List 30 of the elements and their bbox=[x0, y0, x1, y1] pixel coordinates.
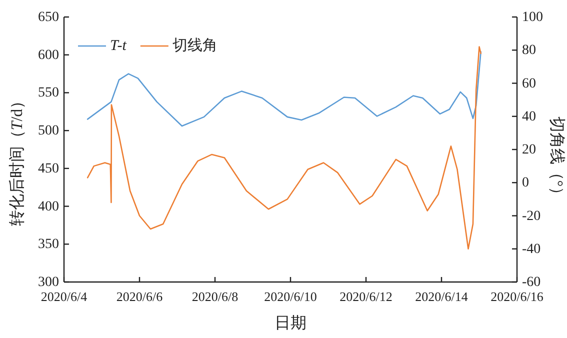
x-tick-label: 2020/6/14 bbox=[415, 288, 468, 304]
y2-tick-label: 20 bbox=[522, 142, 536, 157]
x-tick-label: 2020/6/10 bbox=[264, 288, 317, 304]
y-tick-label: 400 bbox=[38, 198, 59, 214]
y-tick-label: 450 bbox=[38, 160, 59, 176]
y-tick-label: 300 bbox=[38, 274, 59, 290]
y2-tick-label: 40 bbox=[522, 108, 536, 124]
x-tick-label: 2020/6/8 bbox=[192, 288, 238, 304]
legend-label: T-t bbox=[110, 38, 128, 54]
y-tick-label: 550 bbox=[38, 85, 59, 100]
y-tick-label: 350 bbox=[38, 236, 59, 252]
x-tick-label: 2020/6/16 bbox=[490, 288, 544, 304]
y2-tick-label: -20 bbox=[522, 208, 541, 224]
x-tick-label: 2020/6/12 bbox=[340, 288, 392, 304]
line-series bbox=[86, 51, 482, 127]
y-tick-label: 600 bbox=[38, 47, 59, 62]
y2-tick-label: 0 bbox=[522, 175, 529, 190]
y2-tick-label: 80 bbox=[522, 42, 536, 58]
y2-tick-label: -60 bbox=[522, 274, 541, 290]
y-axis-title: 转化后时间（T/d） bbox=[8, 92, 26, 226]
legend-label: 切线角 bbox=[172, 37, 218, 54]
y2-tick-label: -40 bbox=[522, 241, 541, 256]
y-tick-label: 500 bbox=[38, 123, 59, 138]
x-tick-label: 2020/6/4 bbox=[40, 288, 88, 304]
y2-axis-title: 切角线（°） bbox=[548, 116, 566, 203]
y2-tick-label: 60 bbox=[522, 76, 536, 91]
y-tick-label: 650 bbox=[38, 10, 59, 24]
x-tick-label: 2020/6/6 bbox=[116, 288, 164, 304]
x-axis-title: 日期 bbox=[274, 314, 306, 332]
y2-tick-label: 100 bbox=[522, 10, 543, 24]
